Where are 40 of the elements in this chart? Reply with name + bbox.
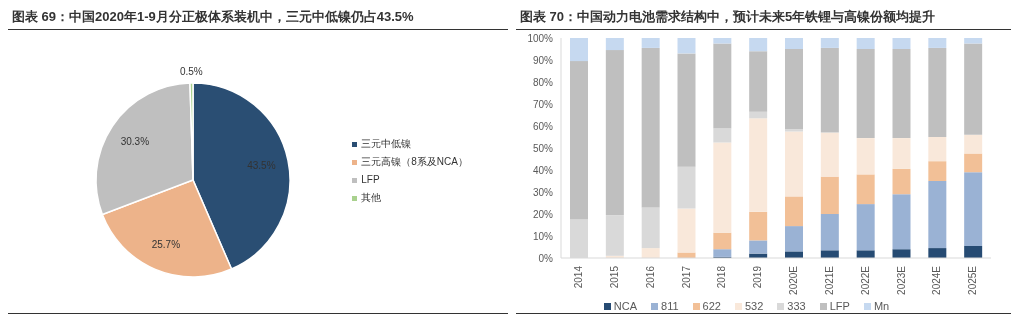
x-tick-label: 2023E	[895, 265, 907, 295]
y-tick-label: 100%	[527, 32, 554, 44]
legend-label: 其他	[360, 191, 383, 205]
y-tick-label: 0%	[538, 252, 554, 264]
legend-label: 811	[660, 300, 679, 312]
x-tick-label: 2017	[680, 265, 692, 289]
x-tick-label: 2025E	[967, 265, 979, 295]
data-label: 43.5%	[247, 160, 276, 172]
legend-label: Mn	[872, 300, 890, 312]
x-tick-label: 2014	[573, 265, 585, 289]
legend-label: 622	[701, 300, 721, 312]
data-label: 25.7%	[151, 238, 181, 250]
y-tick-label: 80%	[532, 76, 554, 88]
y-tick-label: 40%	[532, 164, 554, 176]
x-tick-label: 2018	[716, 265, 728, 289]
y-tick-label: 60%	[532, 120, 554, 132]
legend-label: NCA	[612, 300, 638, 312]
chart-title: 图表 69：中国2020年1-9月分正极体系装机中，三元中低镍仍占43.5%	[8, 8, 508, 30]
legend-label: 三元中低镍	[360, 137, 413, 151]
y-tick-label: 90%	[532, 54, 554, 66]
x-tick-label: 2024E	[931, 265, 943, 295]
y-tick-label: 20%	[532, 208, 554, 220]
x-tick-label: 2021E	[823, 265, 835, 295]
y-tick-label: 70%	[532, 98, 554, 110]
legend-label: 333	[786, 300, 806, 312]
legend-label: 三元高镍（8系及NCA）	[360, 155, 468, 169]
y-tick-label: 50%	[532, 142, 554, 154]
data-label: 30.3%	[120, 135, 150, 147]
y-tick-label: 10%	[532, 230, 554, 242]
x-tick-label: 2020E	[788, 265, 800, 295]
x-tick-label: 2022E	[859, 265, 871, 295]
x-tick-label: 2015	[608, 265, 620, 289]
y-tick-label: 30%	[532, 186, 554, 198]
legend-label: LFP	[828, 300, 850, 312]
x-tick-label: 2019	[752, 265, 764, 289]
data-label: 0.5%	[179, 65, 203, 77]
legend-label: 532	[743, 300, 764, 312]
x-tick-label: 2016	[644, 265, 656, 289]
chart-title: 图表 70：中国动力电池需求结构中，预计未来5年铁锂与高镍份额均提升	[516, 8, 1011, 30]
legend-label: LFP	[360, 173, 381, 187]
